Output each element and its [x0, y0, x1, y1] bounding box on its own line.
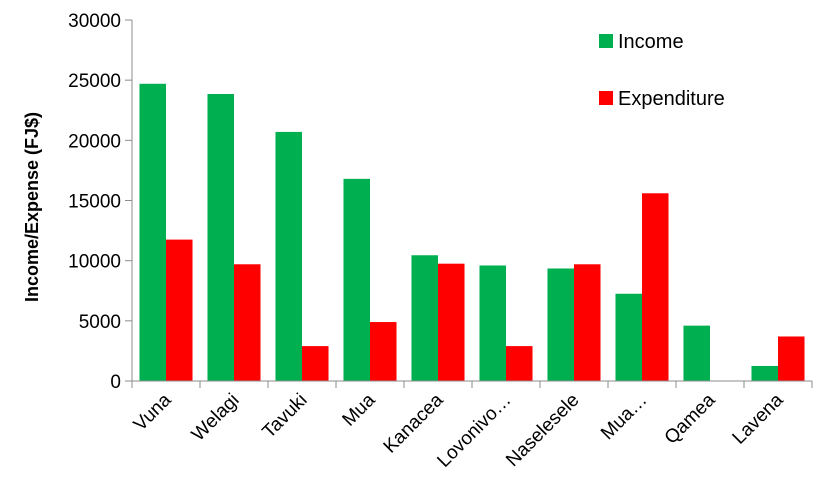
bar-expenditure — [438, 263, 465, 381]
bar-expenditure — [642, 193, 669, 381]
bars — [139, 83, 805, 381]
y-tick-label: 15000 — [68, 192, 121, 213]
bar-expenditure — [302, 346, 329, 381]
legend-swatch-expenditure — [599, 91, 613, 105]
x-tick-label: Welagi — [188, 390, 244, 446]
y-tick-label: 10000 — [68, 252, 121, 273]
bar-income — [207, 94, 234, 381]
x-tick-label: Lavena — [729, 389, 788, 448]
y-tick-label: 20000 — [68, 131, 121, 152]
x-tick-label: Vuna — [130, 389, 176, 435]
bar-income — [683, 325, 710, 381]
x-tick-label: Tavuki — [259, 390, 312, 443]
bar-expenditure — [166, 239, 193, 381]
bar-expenditure — [370, 322, 397, 381]
bar-expenditure — [506, 346, 533, 381]
y-tick-label: 5000 — [79, 312, 121, 333]
x-tick-label: Naselesele — [502, 390, 583, 471]
y-axis: 0 5000 10000 15000 20000 25000 30000 — [68, 11, 133, 393]
bar-income — [751, 365, 778, 381]
x-axis: Vuna Welagi Tavuki Mua KanaceaLovonivo…Nasel… — [130, 380, 813, 472]
legend-label-expenditure: Expenditure — [618, 88, 725, 110]
bar-expenditure — [234, 264, 261, 381]
bar-income — [411, 255, 438, 381]
bar-expenditure — [778, 336, 805, 381]
bar-income — [139, 83, 166, 381]
y-axis-label: Income/Expense (FJ$) — [22, 112, 42, 302]
bar-income — [615, 293, 642, 381]
x-tick-label: Qamea — [661, 389, 720, 448]
legend-label-income: Income — [618, 31, 684, 53]
y-tick-label: 0 — [110, 372, 121, 393]
bar-income — [275, 131, 302, 381]
legend-swatch-income — [599, 34, 613, 48]
bar-expenditure — [574, 264, 601, 381]
legend: Income Expenditure — [599, 31, 725, 110]
bar-income — [479, 265, 506, 381]
x-tick-label: Lovonivo… — [433, 390, 515, 472]
bar-income — [547, 268, 574, 381]
x-tick-label: Mua — [339, 389, 380, 430]
x-tick-label: Mua… — [597, 390, 651, 444]
y-tick-label: 25000 — [68, 71, 121, 92]
y-tick-label: 30000 — [68, 11, 121, 32]
x-tick-label: Kanacea — [380, 389, 448, 457]
bar-income — [343, 178, 370, 381]
